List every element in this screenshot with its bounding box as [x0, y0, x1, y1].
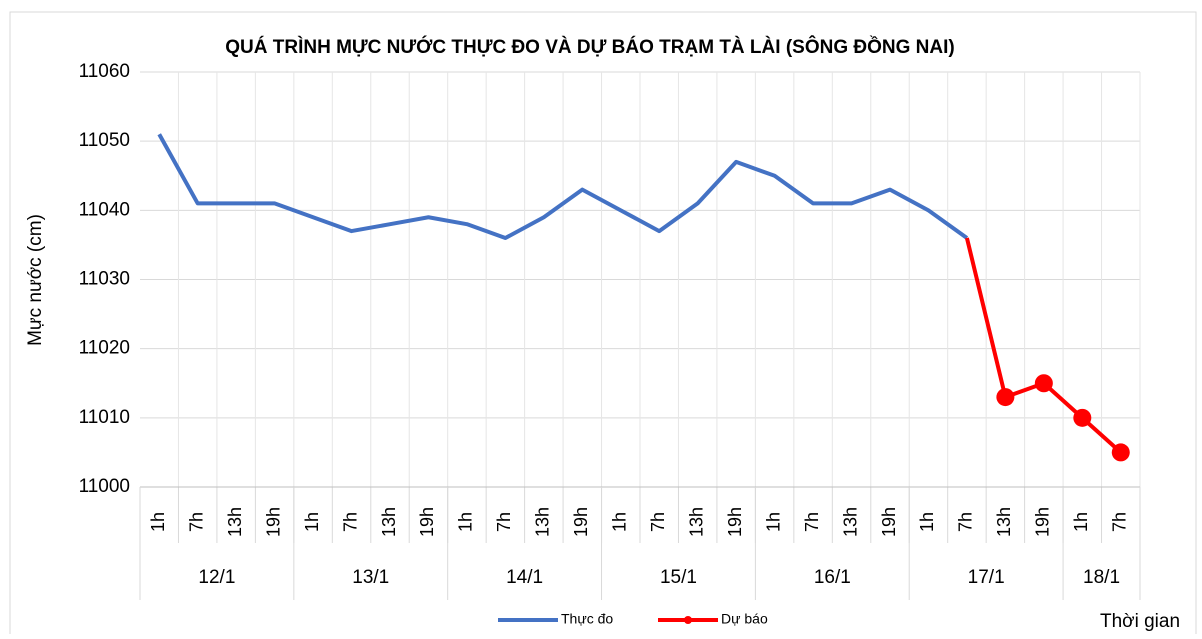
x-tick-label: 13h	[994, 507, 1014, 537]
series-line	[964, 237, 1123, 454]
y-tick-label: 11000	[79, 476, 130, 497]
x-tick-label: 13h	[225, 507, 245, 537]
group-label: 14/1	[506, 567, 543, 588]
point-marker	[1073, 408, 1092, 427]
x-tick-label: 7h	[956, 512, 976, 532]
x-tick-label: 7h	[340, 512, 360, 532]
x-tick-label: 1h	[917, 512, 937, 532]
legend-marker	[684, 616, 692, 624]
x-tick-label: 7h	[648, 512, 668, 532]
y-tick-label: 11060	[79, 61, 130, 82]
chart-frame	[9, 11, 1197, 639]
group-label: 17/1	[968, 567, 1005, 588]
point-marker	[1111, 443, 1130, 462]
x-tick-label: 1h	[302, 512, 322, 532]
chart-title: QUÁ TRÌNH MỰC NƯỚC THỰC ĐO VÀ DỰ BÁO TRẠ…	[225, 36, 954, 58]
x-tick-label: 19h	[725, 507, 745, 537]
point-marker	[996, 388, 1015, 407]
x-tick-label: 13h	[533, 507, 553, 537]
group-label: 16/1	[814, 567, 851, 588]
x-tick-label: 19h	[571, 507, 591, 537]
x-tick-label: 13h	[840, 507, 860, 537]
x-tick-label: 1h	[148, 512, 168, 532]
x-tick-label: 1h	[610, 512, 630, 532]
y-tick-label: 11030	[79, 269, 130, 290]
x-tick-label: 7h	[802, 512, 822, 532]
group-label: 13/1	[352, 567, 389, 588]
x-tick-label: 13h	[379, 507, 399, 537]
x-tick-label: 1h	[456, 512, 476, 532]
y-tick-label: 11050	[79, 130, 130, 151]
x-tick-label: 13h	[686, 507, 706, 537]
x-axis-title: Thời gian	[1100, 611, 1180, 632]
y-tick-label: 11010	[79, 407, 130, 428]
x-tick-label: 7h	[1110, 512, 1130, 532]
y-tick-label: 11020	[79, 338, 130, 359]
group-label: 15/1	[660, 567, 697, 588]
legend-label: Dự báo	[721, 611, 768, 627]
x-tick-label: 19h	[1033, 507, 1053, 537]
y-axis-title: Mực nước (cm)	[25, 214, 46, 346]
x-tick-label: 1h	[1071, 512, 1091, 532]
x-tick-label: 19h	[417, 507, 437, 537]
point-marker	[1034, 374, 1053, 393]
x-tick-label: 19h	[263, 507, 283, 537]
x-tick-label: 1h	[763, 512, 783, 532]
series-line	[157, 133, 969, 240]
group-label: 18/1	[1083, 567, 1120, 588]
x-tick-label: 19h	[879, 507, 899, 537]
group-label: 12/1	[198, 567, 235, 588]
legend-label: Thực đo	[561, 611, 613, 627]
y-tick-label: 11040	[79, 199, 130, 220]
x-tick-label: 7h	[186, 512, 206, 532]
x-tick-label: 7h	[494, 512, 514, 532]
